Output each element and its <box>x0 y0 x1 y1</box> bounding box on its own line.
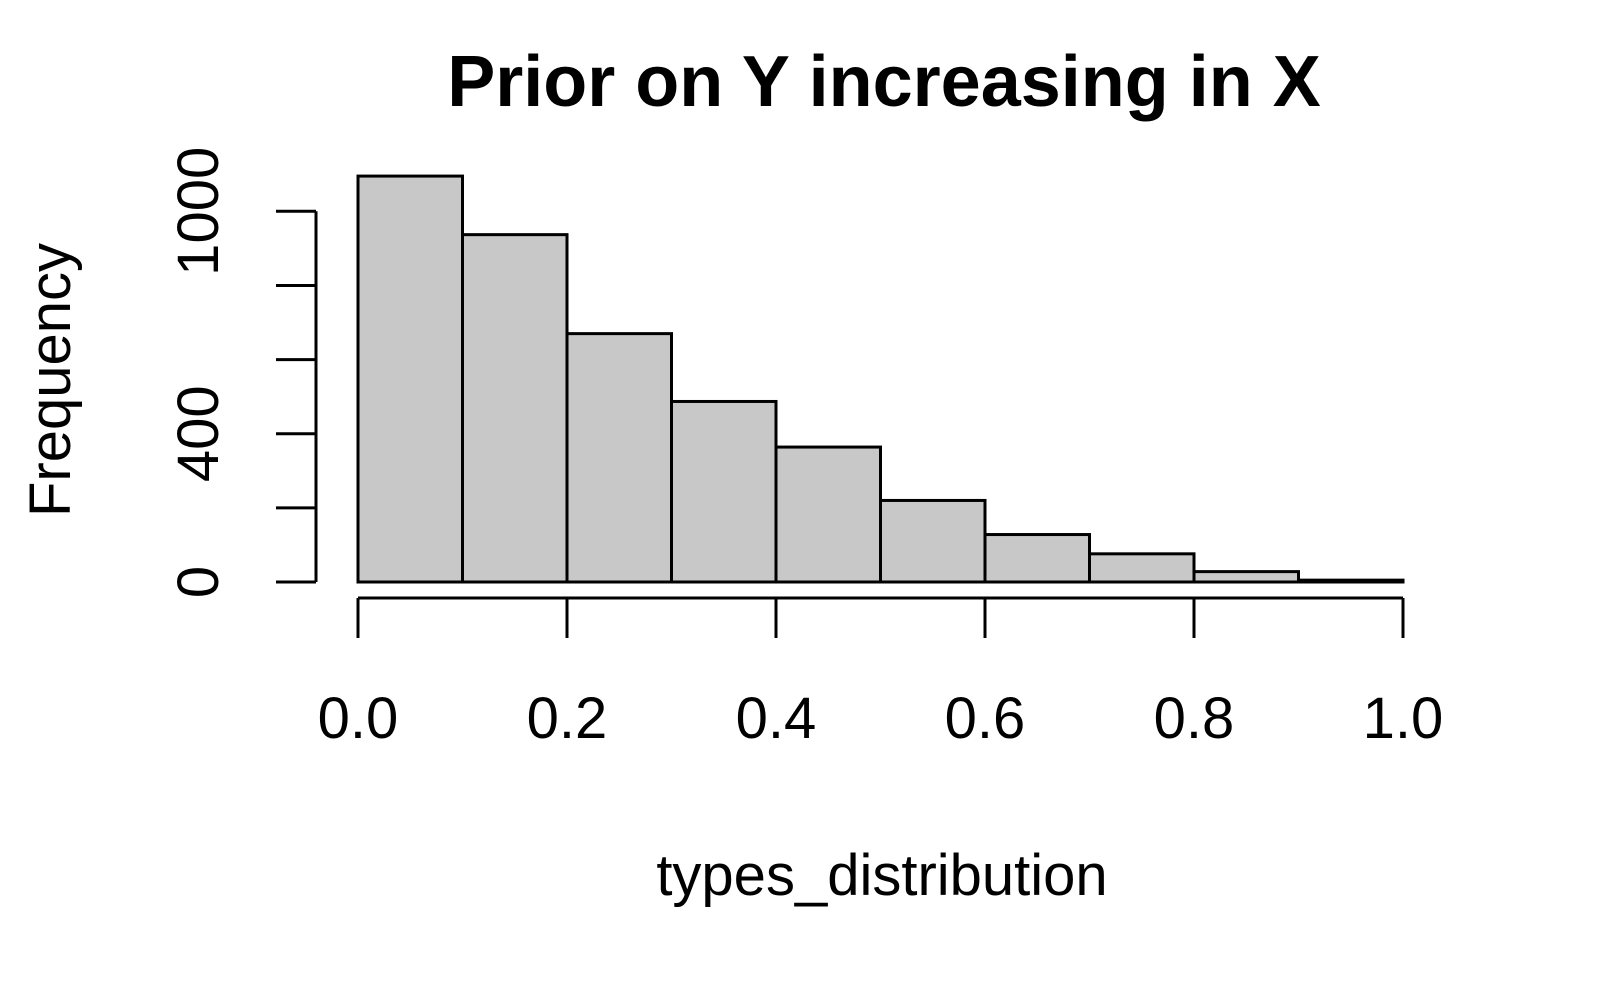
y-tick-label: 400 <box>166 385 231 482</box>
y-tick-label: 1000 <box>166 147 231 276</box>
histogram-bar <box>983 533 1091 584</box>
histogram-bar <box>1192 570 1300 584</box>
histogram-bar <box>356 174 464 584</box>
histogram-bar <box>461 233 569 584</box>
histogram-bar <box>1297 578 1405 584</box>
histogram-bars <box>356 174 1405 584</box>
y-tick-label: 0 <box>166 566 231 598</box>
x-tick-label: 0.0 <box>318 686 399 751</box>
histogram-bar <box>1088 552 1196 584</box>
y-axis: 0 400 1000 <box>166 147 318 598</box>
x-tick-label: 0.8 <box>1154 686 1235 751</box>
chart-title: Prior on Y increasing in X <box>447 42 1321 122</box>
x-tick-label: 1.0 <box>1363 686 1444 751</box>
histogram-bar <box>774 445 882 584</box>
y-axis-label: Frequency <box>18 243 83 517</box>
x-tick-label: 0.4 <box>736 686 817 751</box>
x-tick-label: 0.6 <box>945 686 1026 751</box>
x-axis: 0.0 0.2 0.4 0.6 0.8 1.0 <box>318 596 1444 751</box>
x-axis-label: types_distribution <box>656 843 1107 908</box>
x-tick-label: 0.2 <box>527 686 608 751</box>
histogram-bar <box>565 332 673 584</box>
histogram-bar <box>670 399 778 584</box>
histogram-bar <box>879 498 987 584</box>
